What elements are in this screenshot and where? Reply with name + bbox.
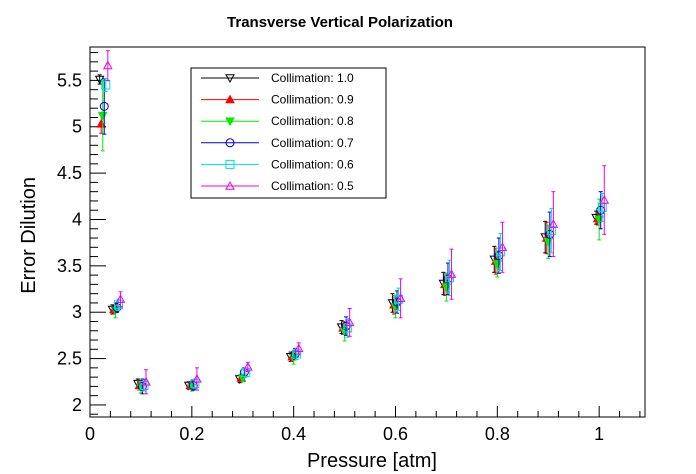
data-point (101, 80, 111, 90)
data-point (394, 294, 404, 304)
x-tick-label: 0.6 (383, 424, 408, 444)
y-tick-label: 5 (72, 117, 82, 137)
data-point (112, 303, 122, 313)
y-tick-label: 3.5 (57, 256, 82, 276)
legend-box (190, 67, 387, 199)
x-tick-label: 0.8 (485, 424, 510, 444)
y-tick-label: 5.5 (57, 70, 82, 90)
legend-marker (225, 159, 235, 169)
data-point (102, 60, 113, 70)
data-point (344, 317, 355, 327)
y-tick-label: 2.5 (57, 349, 82, 369)
data-point (343, 323, 353, 333)
legend-label: Collimation: 0.5 (271, 179, 354, 193)
series-5 (102, 50, 610, 395)
data-point (141, 376, 151, 386)
data-point (395, 293, 406, 303)
legend-marker (225, 94, 235, 104)
y-tick-label: 3 (72, 302, 82, 322)
y-tick-label: 4 (72, 209, 82, 229)
data-point (548, 219, 559, 228)
y-tick-label: 2 (72, 395, 82, 415)
data-point (293, 343, 304, 353)
legend-label: Collimation: 0.6 (271, 157, 354, 171)
x-axis-label: Pressure [atm] (307, 450, 437, 472)
legend-label: Collimation: 0.9 (271, 93, 354, 107)
data-series (94, 50, 610, 395)
data-point (599, 194, 610, 204)
legend-marker (225, 180, 235, 190)
data-point (192, 373, 202, 383)
data-point (546, 226, 556, 236)
legend-label: Collimation: 1.0 (271, 71, 354, 85)
data-point (446, 269, 457, 278)
data-point (99, 101, 109, 111)
legend-marker (225, 117, 235, 127)
data-point (115, 294, 126, 303)
x-tick-label: 0.4 (281, 424, 306, 444)
plot-area-frame (89, 46, 646, 418)
chart-title: Transverse Vertical Polarization (227, 14, 453, 31)
y-axis-label: Error Dilution (18, 177, 40, 294)
x-tick-label: 0 (85, 424, 95, 444)
legend-marker (225, 74, 235, 84)
y-tick-label: 4.5 (57, 163, 82, 183)
x-tick-label: 1 (594, 424, 604, 444)
legend: Collimation: 1.0 Collimation: 0.9 Collimat… (190, 67, 387, 199)
data-point (242, 361, 253, 371)
legend-label: Collimation: 0.8 (271, 114, 354, 128)
x-tick-label: 0.2 (179, 424, 204, 444)
data-point (94, 75, 105, 85)
data-point (497, 242, 508, 252)
data-point (241, 367, 251, 377)
legend-label: Collimation: 0.7 (271, 136, 354, 150)
data-point (114, 300, 124, 310)
axes: 0 0.2 0.4 0.6 0.8 1 2 2.5 3 3.5 4 4.5 5 5.5 (57, 52, 641, 444)
legend-marker (225, 138, 235, 148)
